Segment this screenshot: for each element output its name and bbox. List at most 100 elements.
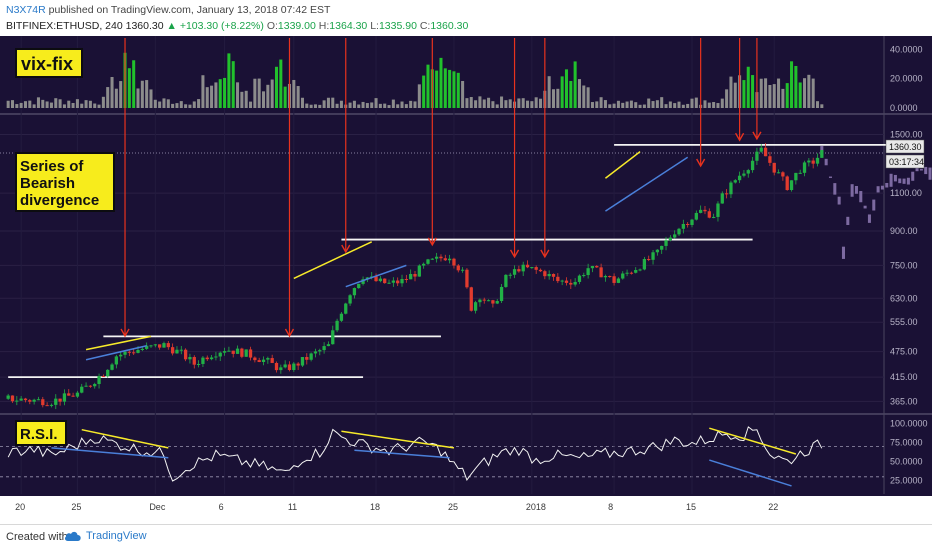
candle-body <box>106 369 110 377</box>
vix-fix-bar <box>742 80 746 108</box>
candle-body <box>439 256 443 259</box>
candle-body <box>6 395 10 399</box>
time-tick-label: 2018 <box>526 502 546 512</box>
vix-fix-bar <box>387 105 391 108</box>
time-tick-label: Dec <box>149 502 166 512</box>
author-name[interactable]: N3X74R <box>6 4 46 16</box>
last-price-badge: 1360.30 03:17:34 <box>885 139 925 169</box>
chart-canvas[interactable]: vix-fix Series of Bearish divergence R.S… <box>0 36 932 524</box>
candle-body <box>287 364 292 371</box>
vix-fix-bar <box>127 68 131 108</box>
vix-fix-bar <box>634 102 638 108</box>
rsi-tick-label: 25.0000 <box>890 476 923 486</box>
candle-body <box>759 147 763 152</box>
candle-body <box>201 357 205 364</box>
vix-fix-bar <box>629 100 633 108</box>
candle-body <box>123 351 127 355</box>
vix-fix-bar <box>192 101 196 108</box>
candle-body <box>283 364 287 368</box>
vix-fix-bar <box>335 103 339 108</box>
candle-body <box>543 271 547 277</box>
candle-body <box>352 288 357 296</box>
vix-fix-bar <box>292 79 296 108</box>
candle-body <box>711 216 716 218</box>
candle-body <box>491 300 495 304</box>
support-trendline-price <box>345 264 407 288</box>
high-label: H: <box>318 20 330 32</box>
vix-fix-bar <box>777 78 781 108</box>
symbol-name[interactable]: BITFINEX:ETHUSD, 240 <box>6 20 123 32</box>
vix-fix-bar <box>45 101 49 108</box>
candle-body <box>517 269 521 272</box>
candle-body <box>707 211 711 218</box>
candle-body <box>32 399 36 402</box>
divergence-label-box: Series of Bearish divergence <box>15 152 115 212</box>
vix-fix-bar <box>19 102 23 108</box>
vix-fix-bar <box>132 60 136 108</box>
candle-body <box>521 264 525 272</box>
candle-body <box>119 354 123 357</box>
rsi-tick-label: 50.0000 <box>890 457 923 467</box>
vix-fix-bar <box>746 66 750 108</box>
candle-body <box>10 395 15 402</box>
candle-body <box>231 350 235 354</box>
candle-body <box>508 274 512 276</box>
symbol-ohlc-line: BITFINEX:ETHUSD, 240 1360.30 ▲ +103.30 (… <box>6 20 468 32</box>
rsi-line <box>7 426 823 482</box>
candle-body <box>75 392 80 397</box>
candle-body <box>292 363 296 371</box>
candle-body <box>724 193 729 195</box>
rsi-trendline <box>709 459 792 487</box>
vix-fix-bar <box>262 91 266 108</box>
candle-body <box>413 274 417 277</box>
vix-fix-bar <box>378 103 382 108</box>
vix-fix-bar <box>93 103 97 108</box>
candle-body <box>28 400 32 402</box>
vix-fix-bar <box>625 101 629 108</box>
candle-body <box>789 180 794 191</box>
time-tick-label: 11 <box>288 502 297 512</box>
chart-area[interactable]: vix-fix Series of Bearish divergence R.S… <box>0 36 932 524</box>
vix-fix-bar <box>322 100 326 108</box>
vix-fix-bar <box>175 103 179 108</box>
time-tick-label: 20 <box>15 502 25 512</box>
vix-fix-bar <box>638 104 642 108</box>
price-tick-label: 900.00 <box>890 226 918 236</box>
support-trendline-price <box>85 345 147 361</box>
vix-fix-bar <box>465 98 469 108</box>
candle-body <box>71 395 75 397</box>
candle-body <box>58 398 62 402</box>
support-lines <box>8 143 896 379</box>
countdown-badge-bg <box>885 154 925 169</box>
grid-lines <box>0 36 932 494</box>
tradingview-brand[interactable]: TradingView <box>64 530 147 542</box>
divergence-label-line-2: Bearish <box>20 175 75 192</box>
vix-fix-bar <box>253 78 257 108</box>
rsi-tick-label: 75.0000 <box>890 438 923 448</box>
vix-fix-bar <box>482 99 486 108</box>
candle-body <box>101 376 106 378</box>
candle-body <box>625 272 629 274</box>
candle-body <box>478 299 482 303</box>
candle-body <box>335 320 339 331</box>
candle-body <box>396 280 400 284</box>
candle-body <box>162 343 166 348</box>
candle-body <box>67 393 71 396</box>
candle-body <box>430 258 434 260</box>
close-label: C: <box>419 20 431 32</box>
vix-fix-bar <box>236 82 240 108</box>
vix-fix-bar <box>114 88 118 108</box>
vix-fix-bar <box>106 87 110 108</box>
vix-fix-bar <box>84 100 88 108</box>
vix-fix-bar <box>409 100 413 108</box>
candle-body <box>257 360 261 363</box>
vix-fix-bar <box>551 89 556 108</box>
candle-body <box>235 348 240 354</box>
candle-body <box>387 282 391 284</box>
candle-body <box>196 363 201 365</box>
rsi-trendline <box>51 447 169 459</box>
vix-fix-bar <box>309 104 313 108</box>
candle-body <box>183 349 188 360</box>
candle-body <box>391 280 396 283</box>
candle-body <box>218 352 222 357</box>
